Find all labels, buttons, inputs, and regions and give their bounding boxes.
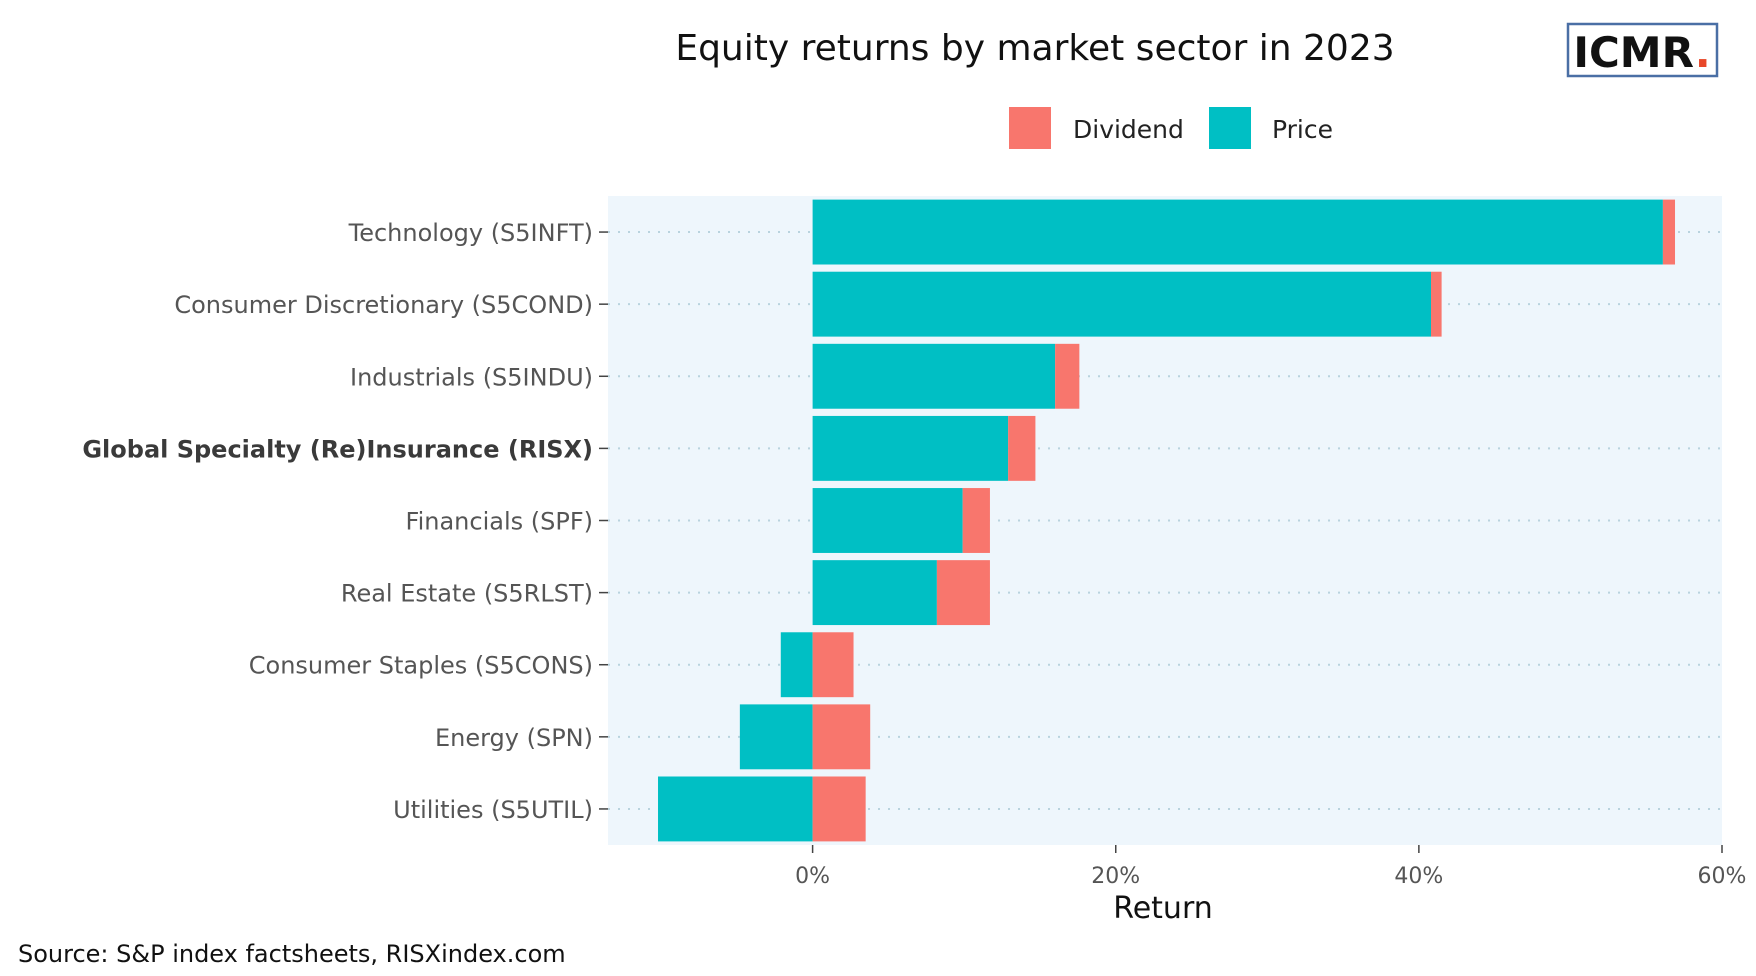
bar-dividend-utilities-s5util: [812, 776, 866, 842]
x-tick-label-40: 40%: [1394, 864, 1443, 889]
category-label-global-specialty-re-insurance-risx: Global Specialty (Re)Insurance (RISX): [82, 435, 593, 463]
bar-price-energy-spn: [739, 704, 813, 770]
bar-price-global-specialty-re-insurance-risx: [812, 415, 1009, 481]
bar-price-consumer-staples-s5cons: [780, 632, 813, 698]
bar-dividend-consumer-discretionary-s5cond: [1430, 271, 1442, 337]
category-label-technology-s5inft: Technology (S5INFT): [348, 219, 593, 247]
category-label-utilities-s5util: Utilities (S5UTIL): [393, 796, 593, 824]
category-label-industrials-s5indu: Industrials (S5INDU): [350, 363, 593, 391]
bar-dividend-industrials-s5indu: [1055, 343, 1080, 409]
bar-price-industrials-s5indu: [812, 343, 1056, 409]
bar-price-consumer-discretionary-s5cond: [812, 271, 1431, 337]
category-label-consumer-staples-s5cons: Consumer Staples (S5CONS): [249, 652, 593, 680]
chart-legend: Dividend Price: [1009, 107, 1333, 149]
x-tick-label-60: 60%: [1698, 864, 1747, 889]
category-label-financials-spf: Financials (SPF): [406, 508, 593, 536]
bar-price-real-estate-s5rlst: [812, 560, 937, 626]
category-label-consumer-discretionary-s5cond: Consumer Discretionary (S5COND): [174, 291, 593, 319]
source-note: Source: S&P index factsheets, RISXindex.…: [18, 940, 566, 968]
bar-dividend-consumer-staples-s5cons: [812, 632, 854, 698]
bar-dividend-real-estate-s5rlst: [936, 560, 990, 626]
plot-area: Technology (S5INFT) Consumer Discretionar…: [82, 196, 1746, 889]
bar-price-technology-s5inft: [812, 199, 1663, 265]
x-axis-title: Return: [1113, 891, 1213, 926]
category-label-energy-spn: Energy (SPN): [435, 724, 593, 752]
bar-dividend-energy-spn: [812, 704, 871, 770]
x-tick-label-20: 20%: [1091, 864, 1140, 889]
logo-text: ICMR.: [1573, 28, 1710, 77]
category-label-real-estate-s5rlst: Real Estate (S5RLST): [341, 580, 593, 608]
bar-price-financials-spf: [812, 488, 963, 553]
bar-price-utilities-s5util: [658, 776, 813, 842]
legend-swatch-dividend: [1009, 107, 1051, 149]
icmr-logo: ICMR.: [1566, 22, 1719, 78]
legend-label-price: Price: [1272, 115, 1333, 144]
x-tick-label-0: 0%: [795, 864, 830, 889]
chart-title: Equity returns by market sector in 2023: [675, 28, 1394, 69]
bar-dividend-global-specialty-re-insurance-risx: [1008, 415, 1036, 481]
legend-label-dividend: Dividend: [1073, 115, 1184, 144]
legend-swatch-price: [1209, 107, 1251, 149]
logo-border: [1566, 22, 1719, 78]
bar-dividend-technology-s5inft: [1662, 199, 1676, 265]
bar-dividend-financials-spf: [962, 488, 990, 553]
